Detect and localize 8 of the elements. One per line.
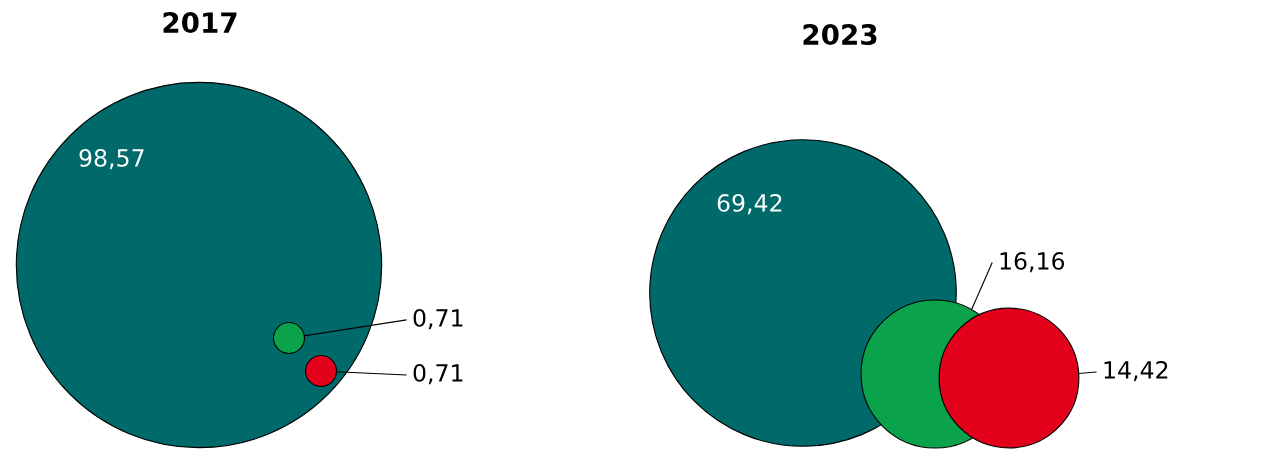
text: 2023 [803, 24, 877, 46]
data-label: 0,71 [413, 363, 463, 385]
data-label: 16,16 [1000, 251, 1065, 273]
data-label: 69,42 [717, 193, 782, 215]
data-label: 14,42 [1104, 360, 1168, 382]
data-label: 98,57 [79, 148, 144, 170]
data-label: 0,71 [413, 308, 463, 330]
text: 2017 [163, 12, 237, 34]
